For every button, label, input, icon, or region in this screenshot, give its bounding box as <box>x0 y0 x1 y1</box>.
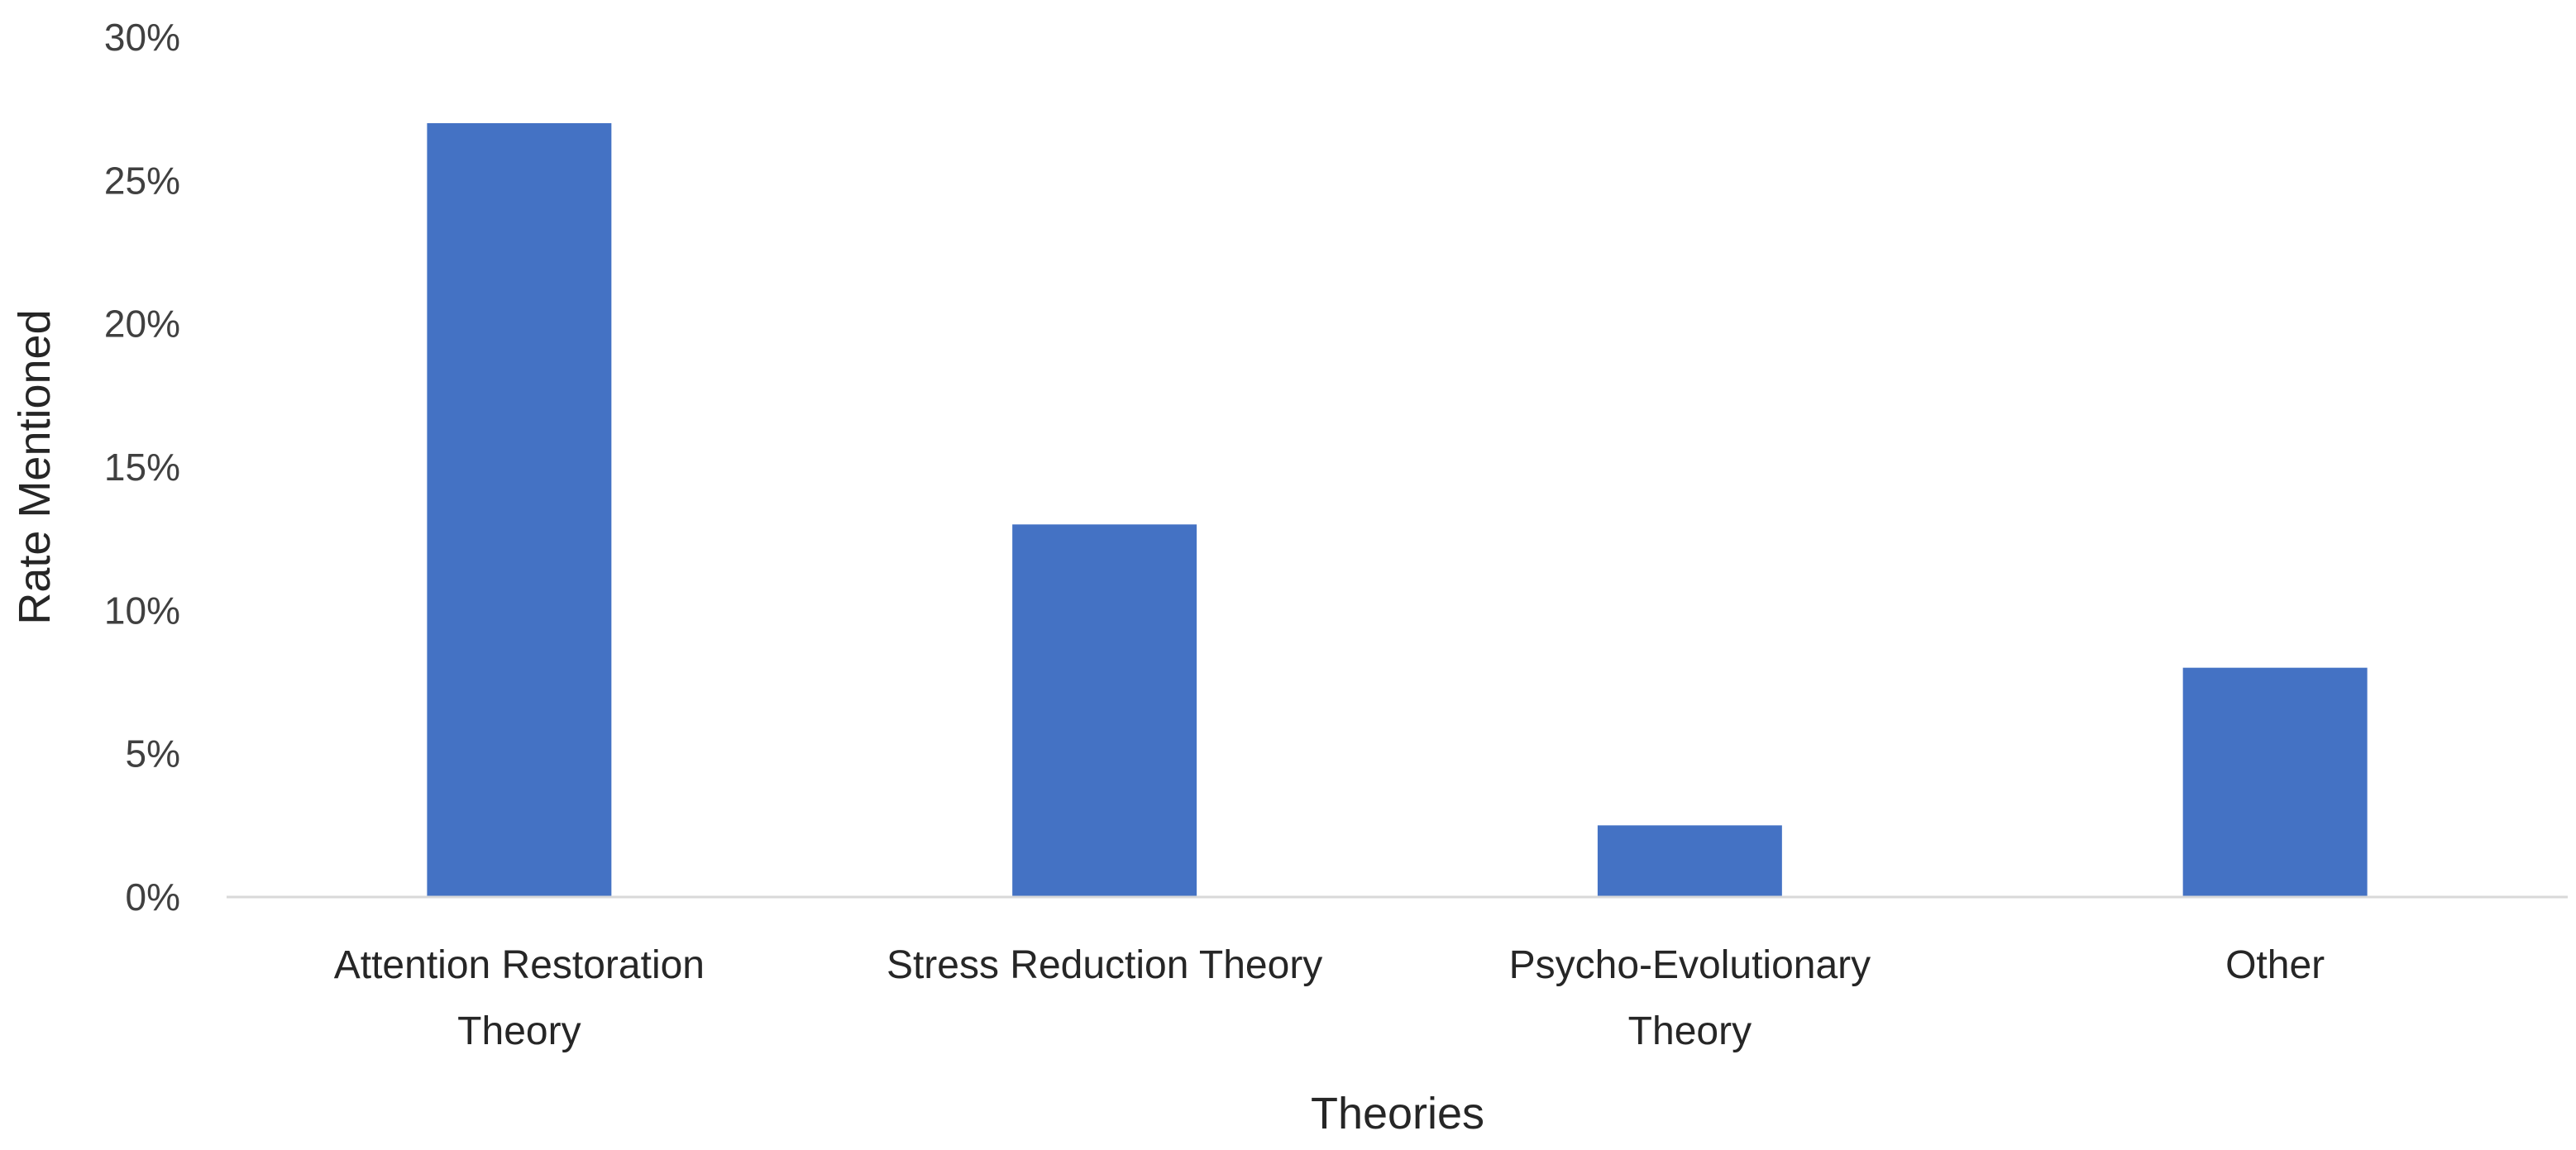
x-axis-title: Theories <box>1311 1089 1484 1138</box>
x-tick-label: Psycho-Evolutionary <box>1509 943 1871 987</box>
y-tick-label: 5% <box>126 732 180 775</box>
bar <box>2182 667 2368 897</box>
x-tick-label: Theory <box>1628 1009 1752 1053</box>
bar <box>1012 524 1197 897</box>
y-tick-label: 25% <box>104 159 180 202</box>
x-tick-label: Theory <box>457 1009 581 1053</box>
x-tick-label: Attention Restoration <box>334 943 705 987</box>
x-axis-category-labels: Attention Restoration Theory Stress Reduct… <box>334 943 2325 1053</box>
y-tick-label: 30% <box>104 16 180 59</box>
x-tick-label: Other <box>2225 943 2325 987</box>
y-axis-title: Rate Mentioned <box>10 309 60 624</box>
y-tick-label: 20% <box>104 303 180 346</box>
x-tick-label: Stress Reduction Theory <box>887 943 1322 987</box>
bars-group <box>427 123 2368 897</box>
y-tick-label: 10% <box>104 589 180 632</box>
bar <box>427 123 612 897</box>
y-axis-ticks: 0% 5% 10% 15% 20% 25% 30% <box>104 16 180 919</box>
y-tick-label: 0% <box>126 876 180 919</box>
y-tick-label: 15% <box>104 446 180 489</box>
bar <box>1597 825 1782 897</box>
